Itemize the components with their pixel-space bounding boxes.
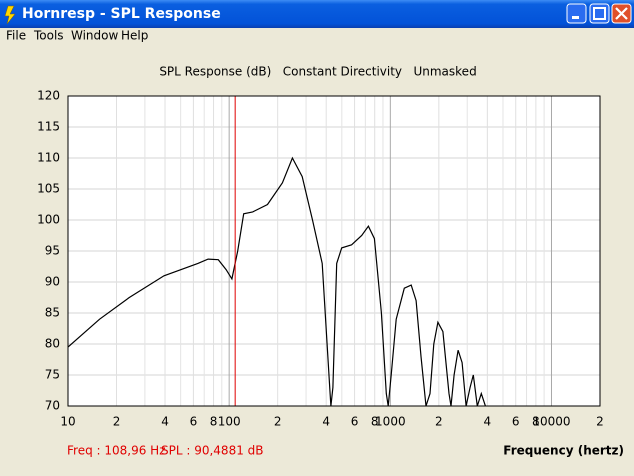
maximize-glyph xyxy=(593,7,606,20)
x-tick-label: 8 xyxy=(532,415,540,429)
x-tick-label: 100 xyxy=(218,415,241,429)
menu-item[interactable]: File xyxy=(6,29,26,43)
window-buttons xyxy=(566,3,632,24)
y-tick-label: 80 xyxy=(45,337,60,351)
y-tick-label: 95 xyxy=(45,244,60,258)
x-tick-label: 2 xyxy=(113,415,121,429)
y-tick-label: 90 xyxy=(45,275,60,289)
cursor-frequency: Freq : 108,96 Hz xyxy=(67,444,166,458)
minimize-glyph xyxy=(572,16,579,19)
minimize-button[interactable] xyxy=(566,3,587,24)
y-tick-label: 110 xyxy=(37,151,60,165)
x-tick-label: 6 xyxy=(190,415,198,429)
x-tick-label: 4 xyxy=(161,415,169,429)
y-tick-label: 75 xyxy=(45,368,60,382)
x-tick-label: 8 xyxy=(371,415,379,429)
window-title: Hornresp - SPL Response xyxy=(22,6,221,22)
y-tick-label: 85 xyxy=(45,306,60,320)
menu-bar: File Tools Window Help xyxy=(6,29,148,43)
plot xyxy=(68,96,486,406)
y-tick-label: 70 xyxy=(45,399,60,413)
x-tick-label: 10 xyxy=(60,415,75,429)
x-tick-label: 4 xyxy=(322,415,330,429)
x-tick-label: 8 xyxy=(210,415,218,429)
title-bar xyxy=(0,0,634,28)
x-tick-label: 2 xyxy=(274,415,282,429)
x-tick-label: 6 xyxy=(351,415,359,429)
maximize-button[interactable] xyxy=(589,3,610,24)
x-tick-label: 2 xyxy=(596,415,604,429)
x-tick-label: 10000 xyxy=(532,415,570,429)
close-glyph xyxy=(615,7,628,20)
x-tick-label: 1000 xyxy=(375,415,406,429)
plot-border xyxy=(67,95,601,407)
app-icon xyxy=(4,5,16,25)
y-tick-label: 120 xyxy=(37,89,60,103)
x-tick-label: 2 xyxy=(435,415,443,429)
menu-item[interactable]: Window xyxy=(71,29,119,43)
menu-item[interactable]: Tools xyxy=(33,29,64,43)
chart-title: SPL Response (dB) Constant Directivity U… xyxy=(159,65,476,79)
y-tick-label: 115 xyxy=(37,120,60,134)
menu-item[interactable]: Help xyxy=(121,29,148,43)
cursor-spl: SPL : 90,4881 dB xyxy=(161,444,264,458)
x-axis-label: Frequency (hertz) xyxy=(503,444,624,458)
y-tick-label: 105 xyxy=(37,182,60,196)
x-tick-label: 4 xyxy=(484,415,492,429)
x-tick-label: 6 xyxy=(512,415,520,429)
y-tick-label: 100 xyxy=(37,213,60,227)
